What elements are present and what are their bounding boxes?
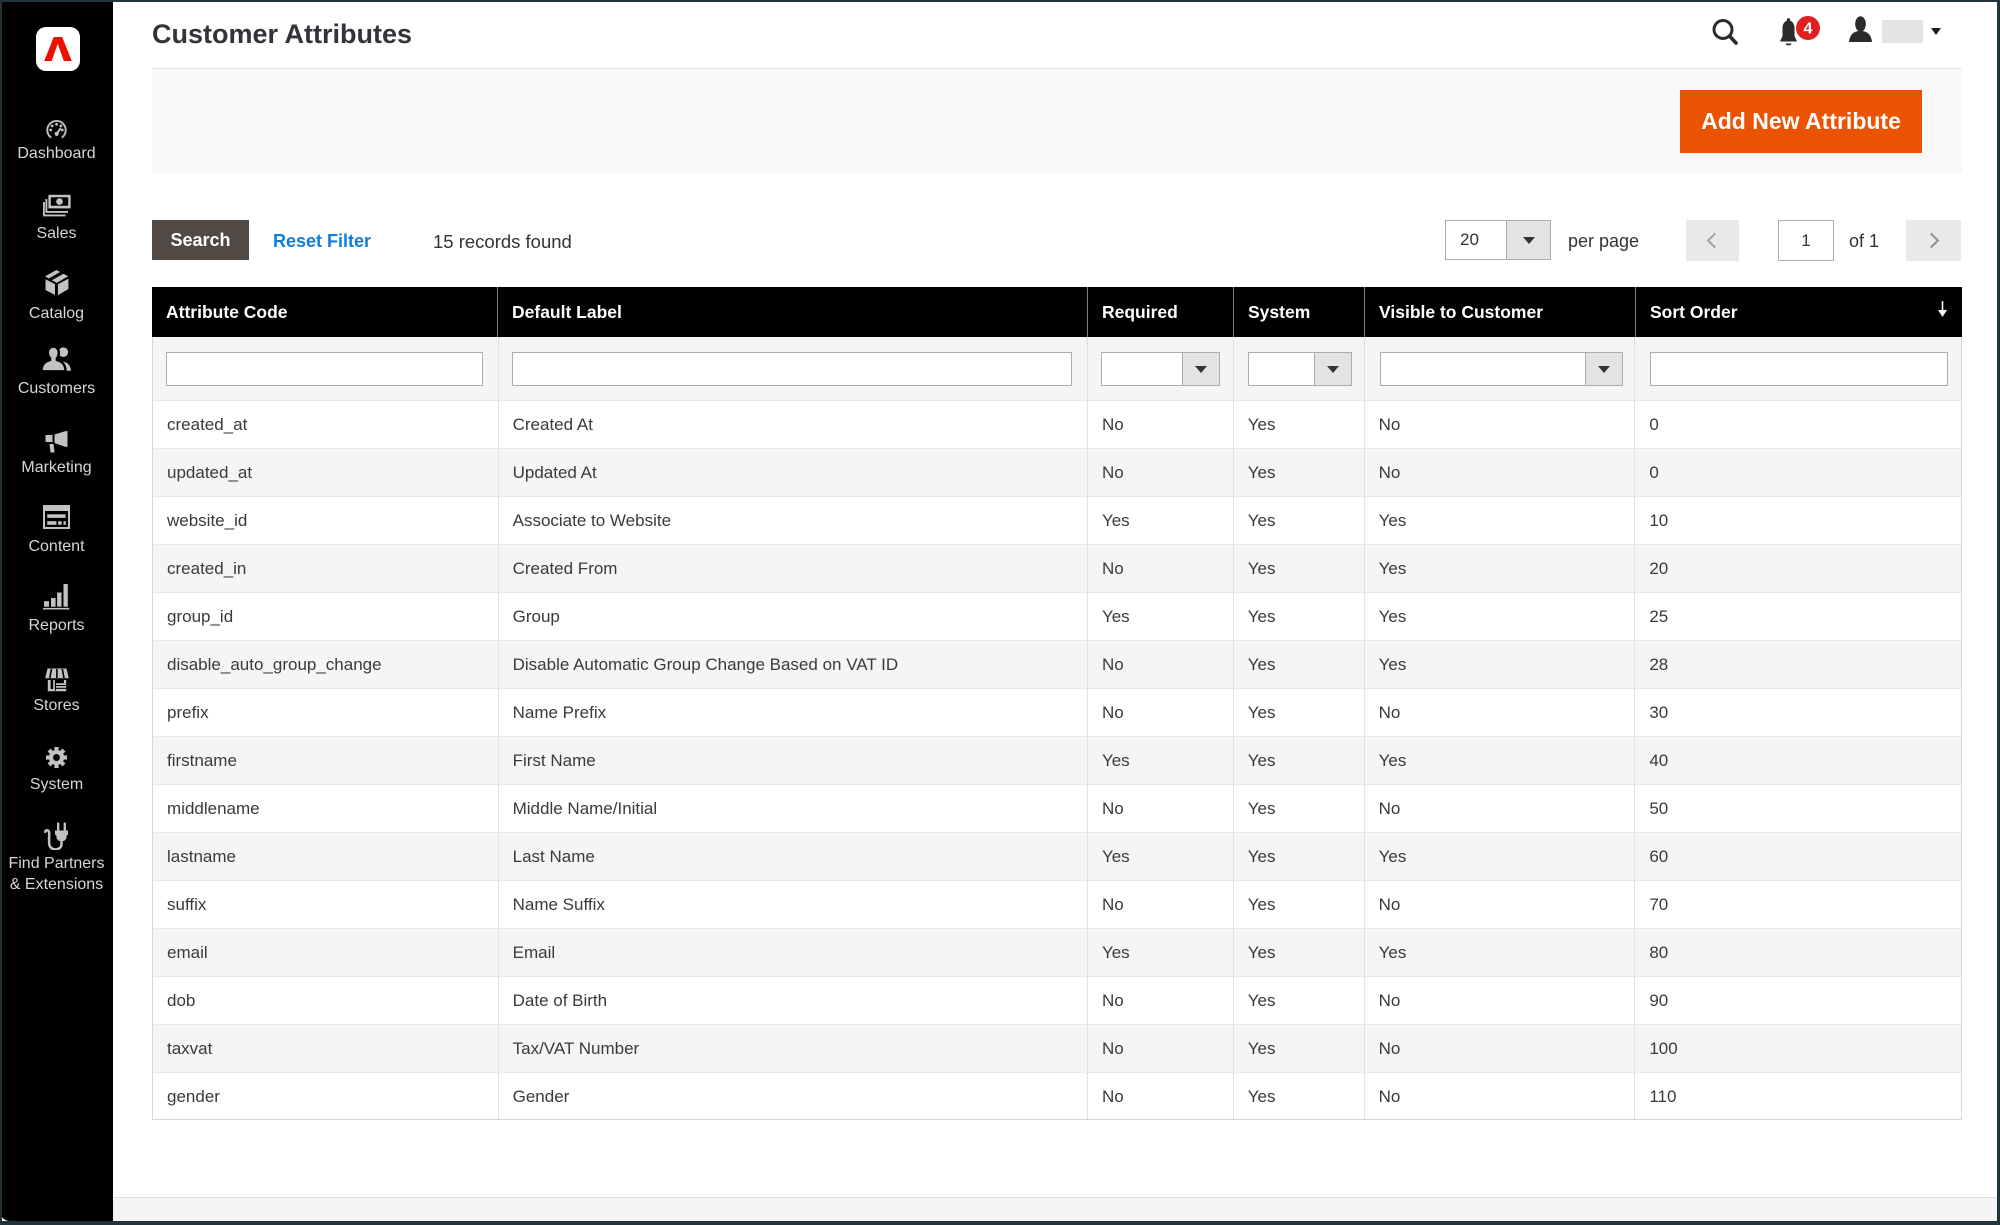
svg-text:4: 4 bbox=[1804, 21, 1813, 38]
